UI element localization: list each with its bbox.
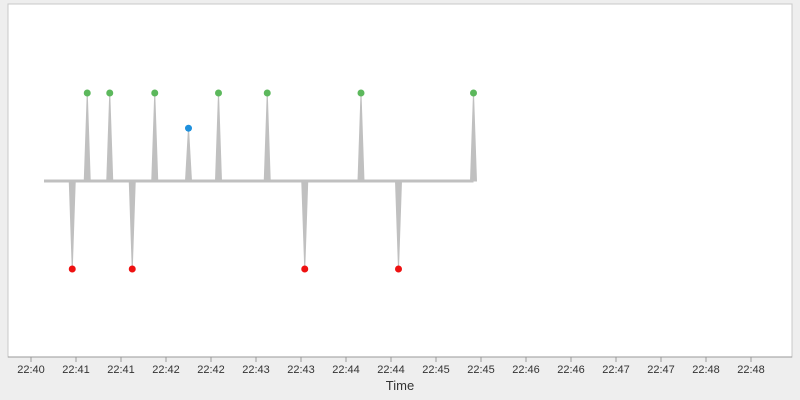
data-point-6[interactable] bbox=[215, 89, 222, 97]
data-point-5[interactable] bbox=[185, 124, 192, 132]
x-tick-label: 22:48 bbox=[737, 364, 765, 376]
x-tick-label: 22:42 bbox=[197, 364, 225, 376]
x-tick-label: 22:41 bbox=[62, 364, 90, 376]
data-point-2[interactable] bbox=[106, 89, 114, 97]
x-tick-label: 22:46 bbox=[557, 364, 585, 376]
x-axis-ticks: 22:40 22:41 22:41 22:42 22:42 22:43 22:43 22:44… bbox=[17, 357, 765, 376]
x-tick-label: 22:48 bbox=[692, 364, 720, 376]
data-point-11[interactable] bbox=[470, 89, 477, 97]
data-point-3[interactable] bbox=[128, 265, 136, 273]
x-tick-label: 22:42 bbox=[152, 364, 180, 376]
x-tick-label: 22:47 bbox=[602, 364, 630, 376]
data-point-9[interactable] bbox=[357, 89, 365, 97]
x-tick-label: 22:44 bbox=[377, 364, 405, 376]
x-tick-label: 22:43 bbox=[242, 364, 270, 376]
x-tick-label: 22:44 bbox=[332, 364, 360, 376]
x-tick-label: 22:45 bbox=[467, 364, 495, 376]
data-point-0[interactable] bbox=[68, 265, 76, 273]
x-tick-label: 22:47 bbox=[647, 364, 675, 376]
data-point-8[interactable] bbox=[301, 265, 309, 273]
x-tick-label: 22:46 bbox=[512, 364, 540, 376]
spike-lines bbox=[68, 92, 478, 270]
x-tick-label: 22:41 bbox=[107, 364, 135, 376]
data-point-10[interactable] bbox=[395, 265, 402, 273]
x-tick-label: 22:43 bbox=[287, 364, 315, 376]
x-tick-label: 22:45 bbox=[422, 364, 450, 376]
x-axis-label: Time bbox=[386, 378, 414, 393]
data-points bbox=[68, 89, 477, 273]
data-point-1[interactable] bbox=[83, 89, 91, 97]
x-tick-label: 22:40 bbox=[17, 364, 45, 376]
data-point-4[interactable] bbox=[151, 89, 159, 97]
data-point-7[interactable] bbox=[263, 89, 271, 97]
